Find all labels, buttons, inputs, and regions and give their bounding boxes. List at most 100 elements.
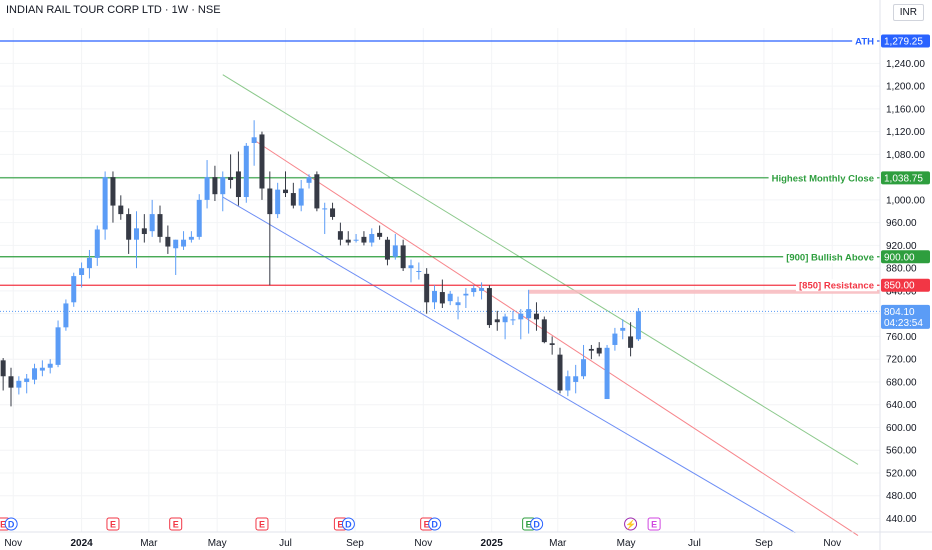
resistance-zone-rect [528,289,880,294]
level-label-bg [783,250,877,263]
event-icon [428,517,442,531]
candle-body [400,245,406,269]
horizontal-levels: ATH Highest Monthly Close [900] Bullish Ab… [0,35,880,312]
y-tick-label: 760.00 [886,332,917,343]
level-badge [881,34,930,48]
event-icon-label: E [173,520,179,530]
y-tick-label: 520.00 [886,468,917,479]
candle-body [361,236,367,243]
level-badge-text: 900.00 [884,252,915,263]
candle-body [133,228,139,240]
candle-body [557,354,563,391]
candle-body [228,177,234,180]
candle-body [149,214,155,232]
candle-body [251,137,257,143]
candle-body [463,293,469,296]
x-tick-label: Jul [688,538,701,549]
candle-body [533,313,539,320]
candle-body [47,363,53,368]
x-tick-label: Jul [279,538,292,549]
y-tick-label: 960.00 [886,218,917,229]
trendline [222,74,859,465]
x-tick-label: Nov [414,538,432,549]
currency-button[interactable]: INR [892,4,924,21]
candle-body [384,239,390,260]
candle-body [518,313,524,320]
x-tick-label: Nov [4,538,22,549]
candle-body [259,134,265,189]
candle-body [141,228,147,235]
event-icon [624,517,638,531]
x-tick-label: Nov [823,538,841,549]
y-tick-label: 640.00 [886,400,917,411]
candle-body [337,231,343,240]
candle-body [455,302,461,306]
candle-body [102,177,108,230]
candle-body [510,319,516,321]
candle-body [392,245,398,257]
candle-body [235,171,241,198]
candle-body [24,378,30,382]
x-tick-label: Mar [140,538,158,549]
candle-body [290,193,296,206]
price-badges: 1,279.25 1,038.75 900.00 850.00 804.1004:23:… [881,34,930,329]
candle-body [541,319,547,343]
candle-body [55,327,61,365]
candle-body [596,347,602,354]
candle-body [424,273,430,303]
y-tick-label: 840.00 [886,286,917,297]
level-badge [881,250,930,264]
candle-body [275,189,281,215]
price-axis: 440.00 480.00 520.00 560.00 600.00 640.00 680.… [879,0,925,550]
candle-body [8,376,14,388]
candle-body [330,208,336,217]
y-tick-label: 680.00 [886,377,917,388]
event-icon-label: D [533,520,540,530]
level-badge [881,278,930,292]
candle-body [408,265,414,269]
chart-title: INDIAN RAIL TOUR CORP LTD · 1W · NSE [6,4,221,16]
level-label: ATH [855,37,874,48]
candle-body [188,236,194,240]
y-tick-label: 600.00 [886,423,917,434]
candle-body [181,239,187,247]
y-tick-label: 720.00 [886,355,917,366]
x-tick-label: 2025 [481,538,504,549]
x-tick-label: May [208,538,227,549]
candle-body [471,288,477,293]
candle-body [220,177,226,195]
y-tick-label: 560.00 [886,446,917,457]
candle-body [204,177,210,200]
candle-body [353,239,359,241]
candle-body [298,188,304,206]
candle-body [243,145,249,198]
y-tick-label: 1,000.00 [886,195,925,206]
candle-body [447,293,453,302]
y-tick-label: 480.00 [886,491,917,502]
level-label: Highest Monthly Close [772,173,874,184]
candle-body [0,360,6,377]
candle-body [157,214,163,237]
candle-body [79,268,85,275]
x-tick-label: Mar [549,538,567,549]
grid [0,28,880,532]
event-icon-label: E [259,520,265,530]
candle-body [16,380,22,388]
candle-body [604,347,610,400]
y-tick-label: 440.00 [886,514,917,525]
candle-body [502,316,508,323]
candle-body [526,309,532,319]
event-icon-label: ⚡ [625,519,636,531]
candle-body [369,234,375,243]
event-icon-label: D [345,520,352,530]
candle-body [628,336,634,348]
event-icon [106,517,120,531]
candles [0,120,641,407]
level-badge-text: 850.00 [884,281,915,292]
level-badge [881,171,930,185]
candle-body [173,239,179,249]
x-tick-label: Sep [346,538,364,549]
level-label-bg [768,171,877,184]
candle-body [283,189,288,194]
